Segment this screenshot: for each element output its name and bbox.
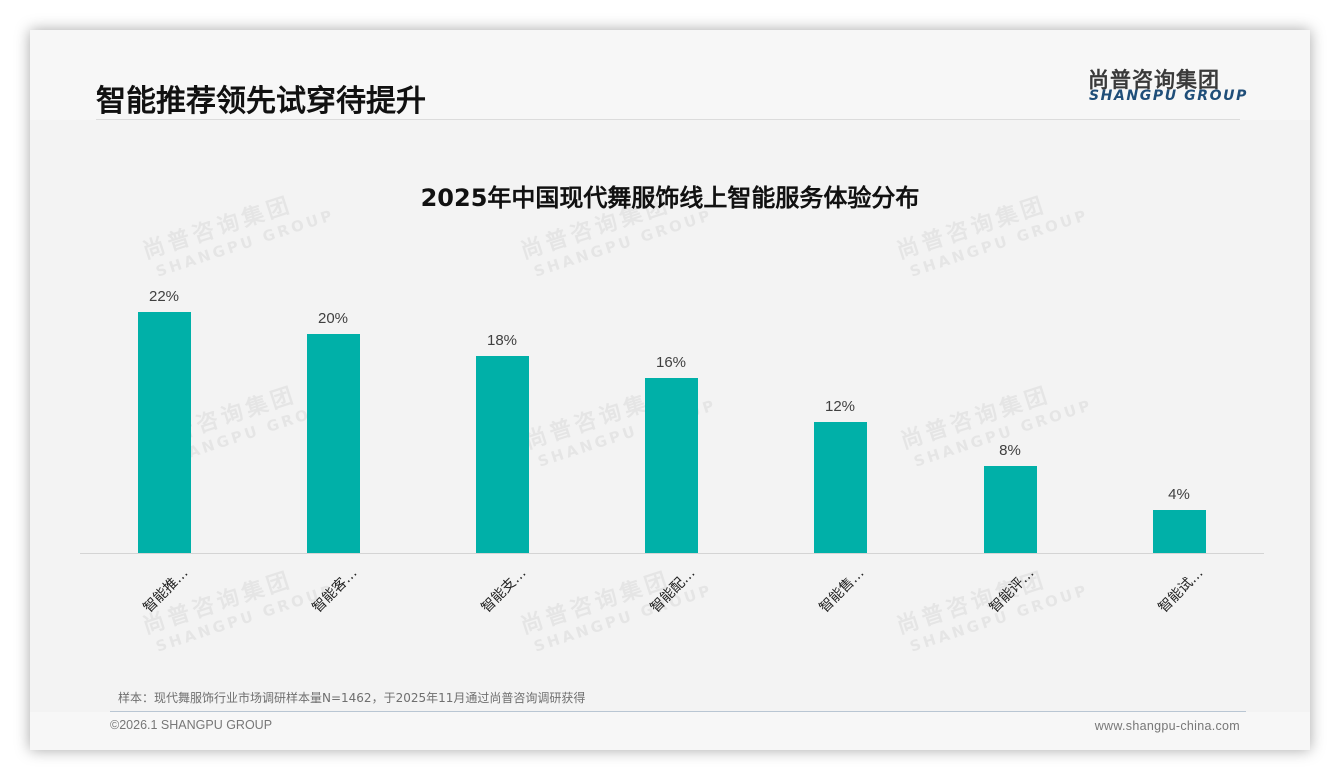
- watermark: 尚普咨询集团 SHANGPU GROUP: [139, 567, 338, 656]
- x-axis-line: [80, 553, 1264, 554]
- bar-chart-plot: 22% 20% 18% 16% 12% 8% 4%: [80, 270, 1264, 554]
- header-band: [30, 30, 1310, 120]
- x-axis-category-label: 智能评…: [986, 565, 1038, 617]
- copyright-text: ©2026.1 SHANGPU GROUP: [110, 718, 273, 732]
- company-logo-cn: 尚普咨询集团: [1088, 68, 1220, 92]
- bar: [1152, 510, 1206, 554]
- header-divider: [96, 119, 1240, 120]
- footer-divider: [110, 711, 1246, 712]
- bar: [137, 312, 191, 554]
- x-axis-category-label: 智能售…: [816, 565, 868, 617]
- bar: [475, 356, 529, 554]
- bar-value-label: 12%: [824, 398, 856, 415]
- x-axis-category-label: 智能支…: [478, 565, 530, 617]
- bar: [306, 334, 360, 554]
- slide-card: 尚普咨询集团 SHANGPU GROUP 尚普咨询集团 SHANGPU GROUP …: [30, 30, 1310, 750]
- page-title: 智能推荐领先试穿待提升: [96, 84, 426, 119]
- x-axis-category-label: 智能推…: [140, 565, 192, 617]
- x-axis-category-label: 智能试…: [1155, 565, 1207, 617]
- bar-value-label: 8%: [999, 442, 1021, 459]
- footer-band: [30, 712, 1310, 750]
- bar: [644, 378, 698, 554]
- bar-value-label: 18%: [486, 332, 518, 349]
- bar-value-label: 20%: [317, 310, 349, 327]
- company-logo-en: SHANGPU GROUP: [1089, 88, 1248, 104]
- website-link[interactable]: www.shangpu-china.com: [1094, 719, 1240, 733]
- chart-title: 2025年中国现代舞服饰线上智能服务体验分布: [420, 184, 920, 212]
- bar-value-label: 16%: [655, 354, 687, 371]
- x-axis-category-label: 智能配…: [647, 565, 699, 617]
- bar: [813, 422, 867, 554]
- bar-value-label: 4%: [1168, 486, 1190, 503]
- sample-footnote: 样本：现代舞服饰行业市场调研样本量N=1462，于2025年11月通过尚普咨询调…: [118, 691, 586, 705]
- x-axis-category-label: 智能客…: [309, 565, 361, 617]
- bar: [983, 466, 1037, 554]
- bar-value-label: 22%: [148, 288, 180, 305]
